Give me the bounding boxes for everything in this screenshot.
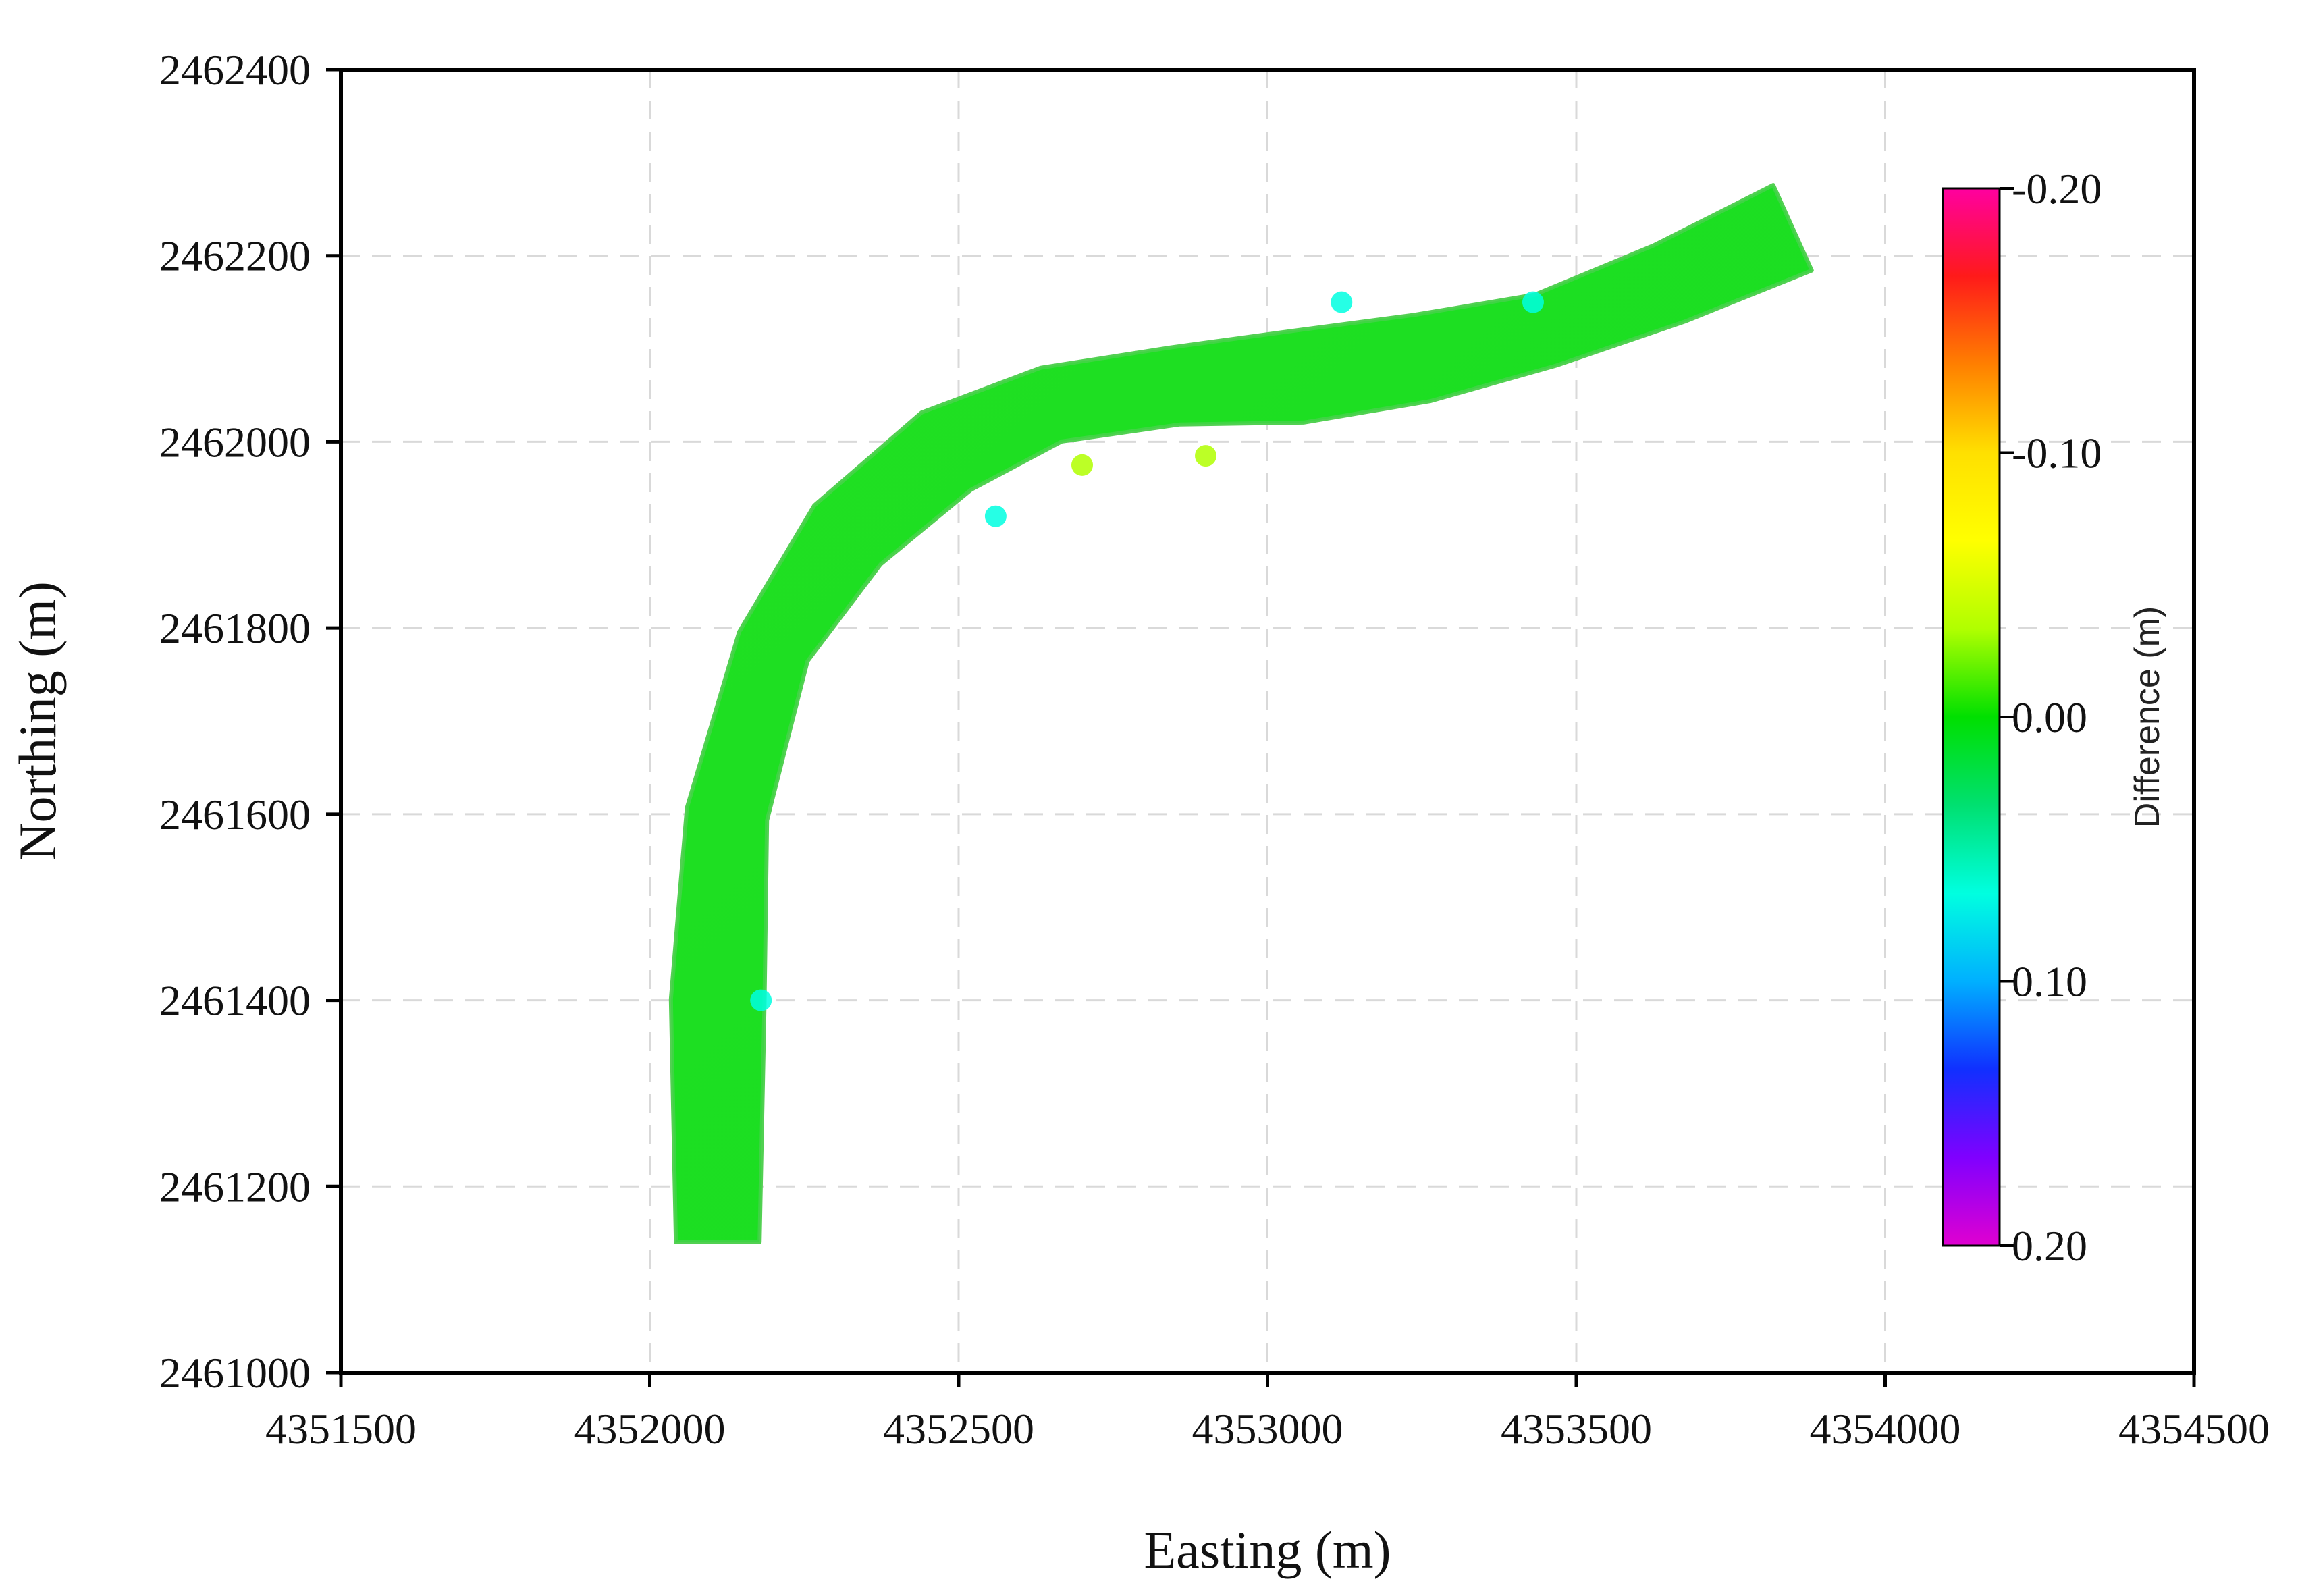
x-tick-label: 4353500 — [1501, 1405, 1652, 1453]
colorbar-ticks: -0.20 -0.10 0.00 0.10 0.20 — [2000, 165, 2102, 1270]
y-tick-label: 2461200 — [159, 1163, 311, 1211]
x-tick-label: 4353000 — [1192, 1405, 1343, 1453]
anomaly-point — [1071, 454, 1093, 476]
anomaly-point — [1331, 291, 1353, 313]
x-tick-label: 4354000 — [1810, 1405, 1961, 1453]
river-band-texture — [670, 185, 1812, 1243]
anomaly-point — [1195, 445, 1216, 467]
y-tick-label: 2461400 — [159, 977, 311, 1025]
grid-lines — [341, 70, 2194, 1373]
y-tick-label: 2462000 — [159, 418, 311, 466]
anomaly-point — [750, 989, 772, 1011]
colorbar-tick-label: 0.10 — [2012, 958, 2087, 1006]
edge-anomalies — [750, 291, 1544, 1011]
y-tick-label: 2462200 — [159, 232, 311, 280]
colorbar-label: Difference (m) — [2128, 606, 2167, 828]
river-band — [668, 183, 1814, 1244]
y-tick-label: 2461800 — [159, 604, 311, 652]
y-axis-label: Northing (m) — [8, 581, 67, 861]
x-tick-label: 4354500 — [2118, 1405, 2270, 1453]
x-tick-label: 4352000 — [574, 1405, 726, 1453]
y-axis-ticks: 2461000 2461200 2461400 2461600 2461800 24620… — [159, 46, 341, 1397]
x-tick-label: 4351500 — [265, 1405, 417, 1453]
y-tick-label: 2461000 — [159, 1349, 311, 1397]
anomaly-point — [1522, 291, 1544, 313]
colorbar-tick-label: 0.20 — [2012, 1222, 2087, 1270]
colorbar-tick-label: -0.10 — [2012, 429, 2102, 477]
colorbar — [1942, 187, 2001, 1247]
x-axis-ticks: 4351500 4352000 4352500 4353000 4353500 43540… — [265, 1373, 2270, 1453]
colorbar-tick-label: 0.00 — [2012, 693, 2087, 741]
y-tick-label: 2462400 — [159, 46, 311, 94]
colorbar-tick-label: -0.20 — [2012, 165, 2102, 213]
x-tick-label: 4352500 — [883, 1405, 1034, 1453]
x-axis-label: Easting (m) — [1144, 1520, 1391, 1579]
anomaly-point — [984, 505, 1007, 527]
y-tick-label: 2461600 — [159, 791, 311, 839]
